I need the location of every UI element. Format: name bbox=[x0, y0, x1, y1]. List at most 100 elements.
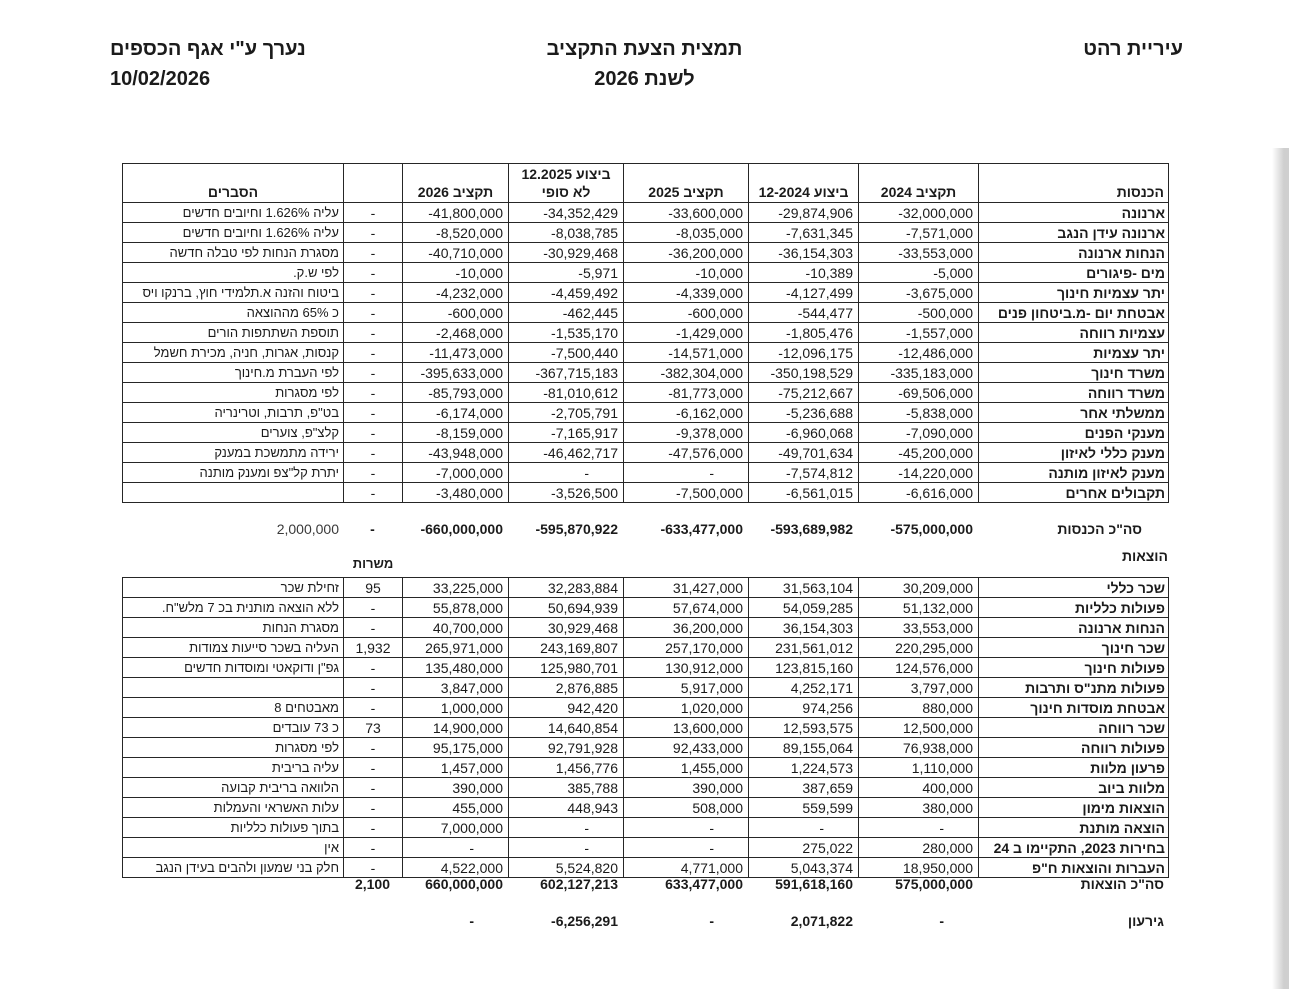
value-cell: -45,200,000 bbox=[858, 442, 979, 463]
staff-cell: - bbox=[343, 857, 403, 878]
value-cell: 14,640,854 bbox=[508, 717, 624, 738]
note-cell: בתוך פעולות כלליות bbox=[122, 817, 344, 838]
value-cell: -5,838,000 bbox=[858, 402, 979, 423]
column-header: ביצוע 12-2024 bbox=[748, 163, 859, 203]
expense-table-wrap: שכר כללי 30,209,000 31,563,104 31,427,000 32… bbox=[122, 577, 1170, 878]
row-label: פרעון מלוות bbox=[978, 757, 1169, 778]
totals-value: -6,256,291 bbox=[551, 913, 618, 929]
value-cell: -10,389 bbox=[748, 262, 859, 283]
value-cell: 5,043,374 bbox=[748, 857, 859, 878]
totals-value: -593,689,982 bbox=[770, 521, 853, 537]
totals-staff bbox=[343, 907, 402, 935]
value-cell: - bbox=[508, 817, 624, 838]
staff-cell: - bbox=[343, 697, 403, 718]
value-cell: 33,553,000 bbox=[858, 617, 979, 638]
value-cell: -81,010,612 bbox=[508, 382, 624, 403]
column-header: ביצוע 12.2025 לא סופי bbox=[508, 163, 624, 203]
value-cell: 130,912,000 bbox=[623, 657, 749, 678]
value-cell: -600,000 bbox=[623, 302, 749, 323]
value-cell: -69,506,000 bbox=[858, 382, 979, 403]
column-header: תקציב 2026 bbox=[402, 163, 509, 203]
value-cell: 12,593,575 bbox=[748, 717, 859, 738]
value-cell: 31,427,000 bbox=[623, 577, 749, 598]
value-cell: 2,876,885 bbox=[508, 677, 624, 698]
value-cell: 231,561,012 bbox=[748, 637, 859, 658]
income-header-row: הכנסות תקציב 2024 ביצוע 12-2024 תקציב 2025 ב… bbox=[122, 163, 1169, 203]
value-cell: -36,200,000 bbox=[623, 242, 749, 263]
value-cell: -6,960,068 bbox=[748, 422, 859, 443]
value-cell: 7,000,000 bbox=[402, 817, 509, 838]
totals-value: 602,127,213 bbox=[540, 876, 618, 892]
income-total-row: סה"כ הכנסות -575,000,000 -593,689,982 -633,… bbox=[122, 515, 1168, 543]
table-row: ארנונה עידן הנגב -7,571,000 -7,631,345 -8,0… bbox=[122, 222, 1169, 243]
column-header: תקציב 2025 bbox=[623, 163, 749, 203]
note-cell: אין bbox=[122, 837, 344, 858]
value-cell: -34,352,429 bbox=[508, 202, 624, 223]
value-cell: 30,209,000 bbox=[858, 577, 979, 598]
value-cell: -33,553,000 bbox=[858, 242, 979, 263]
note-cell: תוספת השתתפות הורים bbox=[122, 322, 344, 343]
value-cell: -81,773,000 bbox=[623, 382, 749, 403]
row-label: הנחות ארנונה bbox=[978, 617, 1169, 638]
totals-staff: - bbox=[370, 521, 375, 537]
note-cell: ירידה מתמשכת במענק bbox=[122, 442, 344, 463]
value-cell: -30,929,468 bbox=[508, 242, 624, 263]
row-label: תקבולים אחרים bbox=[978, 482, 1169, 503]
column-header bbox=[343, 163, 403, 203]
value-cell: 1,110,000 bbox=[858, 757, 979, 778]
staff-cell: - bbox=[343, 342, 403, 363]
totals-label: גירעון bbox=[1127, 913, 1164, 929]
row-label: אבטחת יום -מ.ביטחון פנים bbox=[978, 302, 1169, 323]
value-cell: -8,159,000 bbox=[402, 422, 509, 443]
subtitle-line: לשנת 2026 bbox=[594, 68, 695, 90]
value-cell: 33,225,000 bbox=[402, 577, 509, 598]
row-label: פעולות מתנ"ס ותרבות bbox=[978, 677, 1169, 698]
value-cell: -1,535,170 bbox=[508, 322, 624, 343]
note-cell: עליה 1.626% וחיובים חדשים bbox=[122, 202, 344, 223]
table-row: יתר עצמיות -12,486,000 -12,096,175 -14,571,… bbox=[122, 342, 1169, 363]
expenses-section-label: הוצאות bbox=[1121, 548, 1168, 564]
table-row: הוצאה מותנת - - - -7,000,000- בתוך פעולות כלל… bbox=[122, 817, 1169, 838]
row-label: יתר עצמיות חינוך bbox=[978, 282, 1169, 303]
value-cell: 30,929,468 bbox=[508, 617, 624, 638]
table-row: משרד רווחה -69,506,000 -75,212,667 -81,773,… bbox=[122, 382, 1169, 403]
totals-value: 591,618,160 bbox=[775, 876, 853, 892]
table-row: העברות והוצאות ח"פ 18,950,000 5,043,374 4,7… bbox=[122, 857, 1169, 878]
value-cell: 135,480,000 bbox=[402, 657, 509, 678]
value-cell: - bbox=[508, 462, 624, 483]
staff-cell: - bbox=[343, 302, 403, 323]
staff-cell: - bbox=[343, 817, 403, 838]
totals-value: 660,000,000 bbox=[425, 876, 503, 892]
value-cell: 55,878,000 bbox=[402, 597, 509, 618]
value-cell: 92,433,000 bbox=[623, 737, 749, 758]
value-cell: 57,674,000 bbox=[623, 597, 749, 618]
value-cell: 1,456,776 bbox=[508, 757, 624, 778]
value-cell: 1,020,000 bbox=[623, 697, 749, 718]
note-cell: לפי מסגרות bbox=[122, 737, 344, 758]
row-label: שכר חינוך bbox=[978, 637, 1169, 658]
value-cell: -9,378,000 bbox=[623, 422, 749, 443]
value-cell: -1,805,476 bbox=[748, 322, 859, 343]
note-cell: עליה 1.626% וחיובים חדשים bbox=[122, 222, 344, 243]
totals-row: סה"כ הוצאות 575,000,000 591,618,160 633,477… bbox=[122, 870, 1168, 898]
value-cell: -36,154,303 bbox=[748, 242, 859, 263]
value-cell: 92,791,928 bbox=[508, 737, 624, 758]
table-row: פעולות כלליות 51,132,000 54,059,285 57,674,… bbox=[122, 597, 1169, 618]
row-label: העברות והוצאות ח"פ bbox=[978, 857, 1169, 878]
note-cell: לפי העברת מ.חינוך bbox=[122, 362, 344, 383]
staff-cell: - bbox=[343, 262, 403, 283]
value-cell: -7,090,000 bbox=[858, 422, 979, 443]
totals-value: 575,000,000 bbox=[895, 876, 973, 892]
staff-cell: - bbox=[343, 222, 403, 243]
table-row: יתר עצמיות חינוך -3,675,000 -4,127,499 -4,3… bbox=[122, 282, 1169, 303]
value-cell: 387,659 bbox=[748, 777, 859, 798]
value-cell: 974,256 bbox=[748, 697, 859, 718]
value-cell: 3,847,000 bbox=[402, 677, 509, 698]
value-cell: -3,526,500 bbox=[508, 482, 624, 503]
table-row: מענקי הפנים -7,090,000 -6,960,068 -9,378,00… bbox=[122, 422, 1169, 443]
income-table: הכנסות תקציב 2024 ביצוע 12-2024 תקציב 2025 ב… bbox=[122, 163, 1169, 503]
row-label: הוצאות מימון bbox=[978, 797, 1169, 818]
value-cell: -10,000 bbox=[402, 262, 509, 283]
value-cell: -41,800,000 bbox=[402, 202, 509, 223]
